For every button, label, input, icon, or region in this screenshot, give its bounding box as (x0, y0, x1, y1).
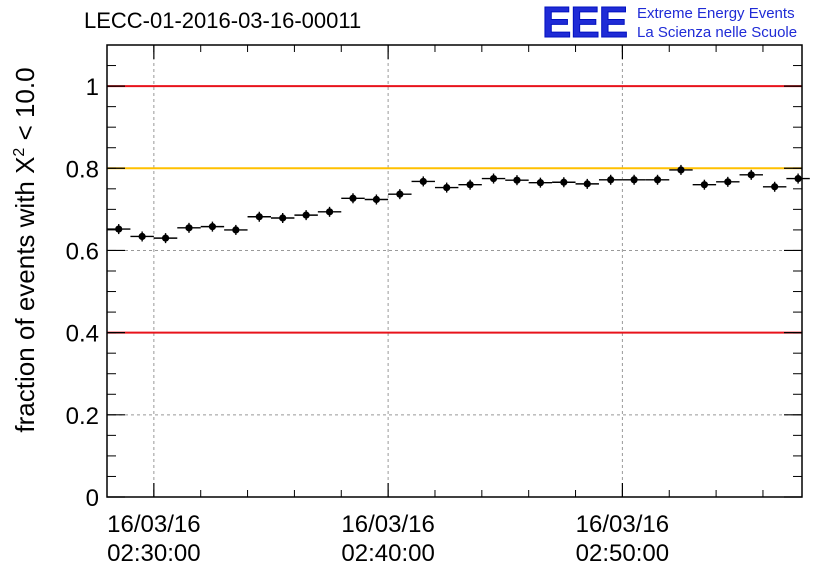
data-point (528, 177, 553, 188)
x-tick-label-date: 16/03/16 (341, 511, 434, 538)
data-point-marker (325, 208, 334, 216)
y-tick-label: 0.2 (66, 403, 99, 430)
x-tick-label-date: 16/03/16 (107, 511, 200, 538)
y-tick-label: 0.4 (66, 321, 99, 348)
y-tick-label: 0.8 (66, 156, 99, 183)
data-point-marker (255, 213, 263, 221)
data-point-marker (607, 176, 615, 184)
data-point-marker (466, 181, 474, 189)
data-point-marker (302, 211, 310, 219)
x-tick-labels: 16/03/1602:30:0016/03/1602:40:0016/03/16… (107, 511, 669, 567)
data-point (224, 224, 248, 235)
x-tick-label-time: 02:30:00 (107, 540, 200, 567)
data-point-marker (583, 180, 591, 188)
x-tick-label-date: 16/03/16 (576, 511, 669, 538)
threshold-lines (107, 85, 802, 334)
data-point (481, 173, 506, 184)
data-point (575, 178, 599, 189)
eee-logo: EEE Extreme Energy Events La Scienza nel… (541, 0, 832, 48)
data-point-marker (396, 190, 404, 198)
y-tick-label: 1 (86, 74, 99, 101)
data-point-marker (536, 179, 544, 187)
x-tick-label-time: 02:50:00 (576, 540, 669, 567)
data-point-marker (349, 194, 357, 202)
chart-title: LECC-01-2016-03-16-00011 (84, 8, 362, 33)
data-point-marker (443, 183, 451, 192)
data-point-marker (747, 171, 755, 179)
y-tick-label: 0.6 (66, 238, 99, 265)
data-point-marker (724, 178, 732, 186)
data-point (645, 174, 670, 185)
data-point-marker (677, 166, 685, 174)
data-point (270, 212, 295, 223)
data-point-marker (115, 225, 123, 233)
data-point (622, 174, 646, 185)
data-point-marker (419, 177, 427, 186)
data-point (130, 231, 154, 242)
data-point-marker (161, 234, 170, 242)
data-point-marker (560, 178, 568, 186)
y-tick-labels: 0 0.2 0.4 0.6 0.8 1 (66, 74, 99, 512)
eee-logo-line2: La Scienza nelle Scuole (637, 24, 798, 41)
data-point-marker (208, 223, 217, 231)
y-tick-label: 0 (86, 485, 99, 512)
y-axis-label: fraction of events with X2 < 10.0 (10, 67, 40, 432)
data-point-marker (513, 176, 521, 184)
y-axis-label-tail: < 10.0 (10, 67, 40, 147)
data-point (739, 169, 763, 180)
x-tick-label-time: 02:40:00 (341, 540, 434, 567)
eee-logo-line1: Extreme Energy Events (637, 5, 795, 22)
data-point (411, 176, 435, 187)
data-point (716, 176, 740, 187)
data-point (434, 182, 459, 193)
data-point (247, 211, 271, 222)
data-point-marker (630, 176, 638, 184)
y-axis-label-superscript: 2 (11, 148, 28, 157)
data-point (458, 179, 482, 190)
data-point (364, 194, 389, 205)
data-point (153, 233, 178, 244)
data-point-marker (138, 232, 146, 241)
data-point (107, 224, 131, 235)
data-point-marker (372, 195, 381, 204)
data-point (341, 193, 365, 204)
data-point (552, 177, 576, 188)
axis-ticks (106, 44, 802, 498)
data-points (107, 164, 810, 244)
data-point (388, 189, 412, 200)
data-point-marker (700, 181, 708, 189)
data-point-marker (771, 183, 779, 191)
data-point-marker (794, 174, 802, 183)
plot-frame (106, 44, 803, 498)
data-point-marker (185, 224, 193, 232)
data-point (692, 179, 717, 190)
data-point-marker (279, 214, 287, 222)
data-point (762, 181, 787, 192)
y-axis-label-main: fraction of events with X (10, 157, 40, 433)
data-point (786, 173, 810, 184)
data-point (669, 164, 693, 175)
grid-lines (107, 45, 802, 497)
eee-logo-mark: EEE (541, 0, 628, 48)
data-point (598, 174, 623, 185)
data-point (317, 206, 342, 217)
data-point (294, 210, 318, 221)
data-point (177, 222, 201, 233)
data-point-marker (653, 176, 662, 184)
data-point (505, 175, 529, 186)
data-point-marker (232, 226, 240, 234)
data-point (200, 221, 225, 232)
data-point-marker (489, 174, 498, 183)
